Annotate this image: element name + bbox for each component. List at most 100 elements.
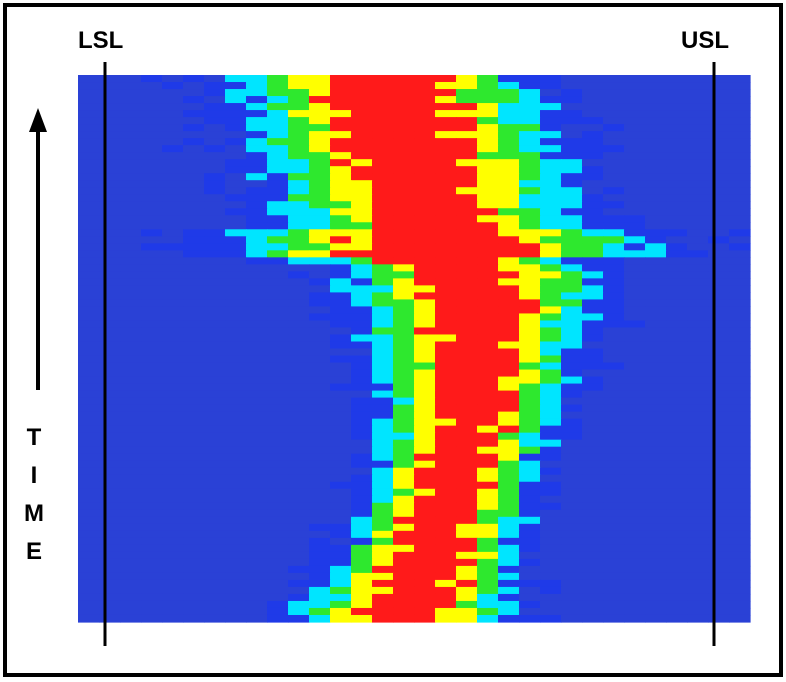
heatmap-cell: [288, 544, 310, 553]
heatmap-cell: [582, 446, 604, 455]
heatmap-cell: [330, 313, 352, 322]
heatmap-cell: [183, 278, 205, 286]
heatmap-cell: [645, 215, 667, 223]
heatmap-cell: [162, 82, 184, 90]
heatmap-cell: [141, 145, 163, 153]
heatmap-cell: [267, 376, 289, 385]
heatmap-cell: [225, 278, 247, 286]
heatmap-cell: [561, 341, 583, 350]
heatmap-cell: [141, 439, 163, 448]
heatmap-cell: [288, 327, 310, 336]
heatmap-cell: [540, 509, 562, 518]
heatmap-cell: [99, 278, 121, 286]
heatmap-cell: [582, 467, 604, 476]
heatmap-cell: [456, 397, 478, 406]
heatmap-cell: [603, 565, 625, 574]
heatmap-cell: [477, 537, 499, 546]
heatmap-cell: [414, 425, 436, 434]
heatmap-cell: [78, 278, 100, 286]
heatmap-cell: [162, 474, 184, 483]
heatmap-cell: [540, 131, 562, 139]
heatmap-cell: [540, 446, 562, 455]
heatmap-cell: [330, 502, 352, 511]
heatmap-cell: [372, 502, 394, 511]
heatmap-cell: [225, 313, 247, 322]
heatmap-cell: [204, 285, 226, 293]
heatmap-cell: [246, 222, 268, 230]
heatmap-cell: [687, 138, 709, 146]
heatmap-cell: [561, 432, 583, 441]
heatmap-cell: [330, 537, 352, 546]
heatmap-cell: [414, 278, 436, 286]
heatmap-cell: [435, 222, 457, 230]
heatmap-cell: [372, 236, 394, 244]
heatmap-cell: [141, 355, 163, 364]
heatmap-cell: [288, 313, 310, 322]
heatmap-cell: [687, 152, 709, 160]
heatmap-cell: [372, 194, 394, 202]
heatmap-cell: [435, 404, 457, 413]
heatmap-cell: [624, 474, 646, 483]
heatmap-cell: [225, 502, 247, 511]
heatmap-cell: [666, 376, 688, 385]
heatmap-cell: [288, 215, 310, 223]
heatmap-cell: [561, 166, 583, 174]
heatmap-cell: [141, 292, 163, 301]
heatmap-cell: [687, 278, 709, 286]
heatmap-cell: [414, 75, 436, 83]
heatmap-cell: [687, 299, 709, 308]
heatmap-cell: [204, 551, 226, 560]
heatmap-cell: [204, 432, 226, 441]
heatmap-cell: [267, 75, 289, 83]
heatmap-cell: [267, 145, 289, 153]
heatmap-cell: [393, 292, 415, 301]
heatmap-cell: [246, 299, 268, 308]
heatmap-cell: [225, 418, 247, 427]
heatmap-cell: [687, 537, 709, 546]
heatmap-cell: [582, 306, 604, 315]
heatmap-cell: [78, 166, 100, 174]
heatmap-cell: [372, 537, 394, 546]
heatmap-cell: [666, 348, 688, 357]
heatmap-cell: [246, 152, 268, 160]
heatmap-cell: [330, 558, 352, 567]
heatmap-cell: [645, 348, 667, 357]
heatmap-cell: [603, 439, 625, 448]
heatmap-cell: [288, 180, 310, 188]
heatmap-cell: [456, 187, 478, 195]
heatmap-cell: [372, 383, 394, 392]
heatmap-cell: [561, 509, 583, 518]
heatmap-cell: [225, 306, 247, 315]
heatmap-cell: [120, 509, 142, 518]
heatmap-cell: [288, 432, 310, 441]
heatmap-cell: [183, 383, 205, 392]
heatmap-cell: [645, 369, 667, 378]
heatmap-cell: [729, 194, 751, 202]
heatmap-cell: [666, 600, 688, 609]
heatmap-cell: [519, 334, 541, 343]
heatmap-cell: [414, 383, 436, 392]
heatmap-cell: [78, 516, 100, 525]
heatmap-cell: [225, 215, 247, 223]
heatmap-cell: [162, 187, 184, 195]
heatmap-cell: [267, 257, 289, 265]
heatmap-cell: [729, 502, 751, 511]
heatmap-cell: [351, 460, 373, 469]
heatmap-cell: [435, 446, 457, 455]
heatmap-cell: [519, 264, 541, 272]
heatmap-cell: [456, 558, 478, 567]
heatmap-cell: [267, 278, 289, 286]
heatmap-cell: [393, 432, 415, 441]
heatmap-cell: [141, 537, 163, 546]
heatmap-cell: [351, 432, 373, 441]
heatmap-cell: [729, 565, 751, 574]
heatmap-cell: [456, 299, 478, 308]
heatmap-cell: [288, 194, 310, 202]
heatmap-cell: [99, 593, 121, 602]
heatmap-cell: [183, 320, 205, 329]
heatmap-cell: [246, 446, 268, 455]
heatmap-cell: [540, 411, 562, 420]
heatmap-cell: [582, 537, 604, 546]
heatmap-cell: [666, 103, 688, 111]
heatmap-cell: [162, 523, 184, 532]
